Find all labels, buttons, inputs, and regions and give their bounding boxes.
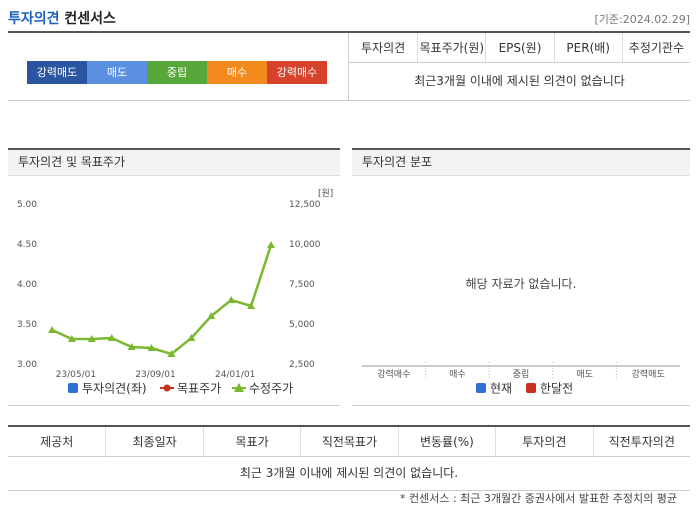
y2-tick-label: 2,500 xyxy=(289,360,315,370)
y-tick-label: 3.50 xyxy=(17,320,37,330)
point-marker xyxy=(187,334,196,341)
legend-label: 한달전 xyxy=(540,382,573,396)
legend-label: 수정주가 xyxy=(249,382,293,396)
legend-swatch xyxy=(234,383,244,392)
x-tick-label: 23/09/01 xyxy=(135,370,175,380)
column-header: EPS(원) xyxy=(485,33,554,63)
detail-box xyxy=(8,425,690,491)
base-date: [기준:2024.02.29] xyxy=(594,13,690,26)
column-header: 직전목표가 xyxy=(300,427,398,457)
x-tick-label: 24/01/01 xyxy=(215,370,255,380)
x-tick-label: 매수 xyxy=(449,369,466,380)
x-tick-label: 23/05/01 xyxy=(56,370,96,380)
point-marker xyxy=(267,240,275,248)
column-header: 최종일자 xyxy=(105,427,203,457)
title-main: 투자의견 xyxy=(8,11,60,27)
point-marker xyxy=(227,296,236,303)
column-header: 목표가 xyxy=(202,427,301,457)
point-marker xyxy=(147,344,156,351)
column-header: 변동률(%) xyxy=(397,427,496,457)
legend-swatch xyxy=(68,383,78,393)
empty-message: 해당 자료가 없습니다. xyxy=(466,277,577,291)
y2-tick-label: 12,500 xyxy=(289,200,321,210)
legend-swatch xyxy=(526,383,536,393)
empty-message: 최근 3개월 이내에 제시된 의견이 없습니다. xyxy=(239,466,459,480)
column-header: 투자의견 xyxy=(349,33,418,63)
y-tick-label: 3.00 xyxy=(17,360,37,370)
summary-box xyxy=(8,31,690,101)
point-marker xyxy=(67,335,76,343)
scale-sell: 매도 xyxy=(87,61,147,84)
divider xyxy=(348,33,349,101)
point-marker xyxy=(127,343,136,351)
section-title: 투자의견 컨센서스 xyxy=(8,8,116,28)
column-header: 제공처 xyxy=(8,427,106,457)
scale-strong-buy: 강력매수 xyxy=(267,61,327,84)
legend-label: 현재 xyxy=(490,382,512,396)
x-tick-label: 강력매수 xyxy=(377,368,410,380)
y2-tick-label: 5,000 xyxy=(289,320,315,330)
point-marker xyxy=(167,350,176,357)
panel-title: 투자의견 분포 xyxy=(352,150,690,176)
x-tick-label: 강력매도 xyxy=(632,368,665,380)
column-header: 추정기관수 xyxy=(621,33,690,63)
legend-label: 목표주가 xyxy=(177,382,221,396)
x-tick-label: 매도 xyxy=(576,369,593,380)
series-line xyxy=(51,244,273,356)
right-panel: 투자의견 분포 xyxy=(352,148,690,406)
x-tick-label: 중립 xyxy=(513,369,530,380)
empty-message: 최근3개월 이내에 제시된 의견이 없습니다 xyxy=(414,74,625,88)
point-marker xyxy=(207,312,216,319)
legend-swatch xyxy=(163,384,171,392)
point-marker xyxy=(247,302,256,309)
footnote: * 컨센서스 : 최근 3개월간 증권사에서 발표한 추정치의 평균 xyxy=(400,492,677,505)
y-tick-label: 4.00 xyxy=(17,280,37,290)
legend-swatch xyxy=(476,383,486,393)
y2-tick-label: 7,500 xyxy=(289,280,315,290)
column-header: PER(배) xyxy=(553,33,622,63)
scale-neutral: 중립 xyxy=(147,61,207,84)
scale-buy: 매수 xyxy=(207,61,267,84)
point-marker xyxy=(107,334,116,341)
point-marker xyxy=(48,326,56,333)
y2-unit: [원] xyxy=(318,188,333,199)
column-header: 직전투자의견 xyxy=(592,427,690,457)
legend-label: 투자의견(좌) xyxy=(82,382,147,396)
point-marker xyxy=(87,335,96,343)
y-tick-label: 4.50 xyxy=(17,240,37,250)
scale-strong-sell: 강력매도 xyxy=(27,61,87,84)
y2-tick-label: 10,000 xyxy=(289,240,321,250)
column-header: 목표주가(원) xyxy=(417,33,486,63)
y-tick-label: 5.00 xyxy=(17,200,37,210)
column-header: 투자의견 xyxy=(495,427,593,457)
title-rest: 컨센서스 xyxy=(64,11,116,27)
left-panel: 투자의견 및 목표주가 xyxy=(8,148,340,406)
panel-title: 투자의견 및 목표주가 xyxy=(8,150,340,176)
